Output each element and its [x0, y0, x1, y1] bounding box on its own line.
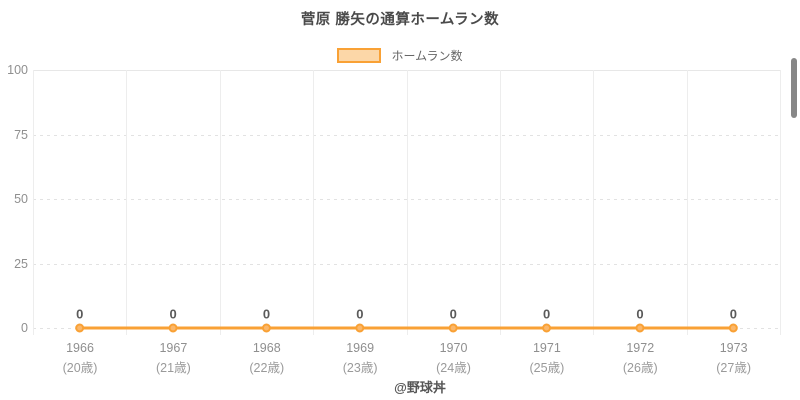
data-point-marker[interactable] — [728, 323, 738, 333]
data-point-marker[interactable] — [448, 323, 458, 333]
x-label-year: 1970 — [439, 341, 468, 355]
x-gridline — [593, 70, 595, 335]
x-axis-tick-label: 1973 (27歳) — [687, 338, 781, 378]
x-label-age: (20歳) — [62, 361, 98, 375]
point-value-label: 0 — [542, 306, 551, 322]
legend-swatch-icon[interactable] — [337, 48, 382, 63]
x-label-year: 1971 — [532, 341, 561, 355]
x-gridline — [780, 70, 781, 335]
x-gridline — [219, 70, 221, 335]
point-value-label: 0 — [76, 306, 84, 322]
x-gridline — [33, 70, 34, 335]
x-label-age: (24歳) — [436, 361, 471, 375]
data-point-marker[interactable] — [542, 323, 552, 333]
y-axis-tick-label: 100 — [7, 63, 28, 77]
data-point-marker[interactable] — [75, 323, 85, 333]
x-axis-tick-label: 1972 (26歳) — [593, 338, 687, 378]
x-label-year: 1966 — [66, 341, 94, 355]
x-label-year: 1969 — [346, 341, 375, 355]
x-label-age: (23歳) — [342, 361, 378, 375]
data-point-marker[interactable] — [355, 323, 365, 333]
x-gridline — [313, 70, 315, 335]
x-label-age: (27歳) — [716, 361, 751, 375]
legend-label[interactable]: ホームラン数 — [391, 49, 463, 63]
data-point-marker[interactable] — [261, 323, 271, 333]
legend: ホームラン数 — [0, 47, 800, 64]
x-label-year: 1968 — [252, 341, 281, 355]
x-axis-tick-label: 1971 (25歳) — [500, 338, 594, 378]
x-axis-tick-label: 1967 (21歳) — [126, 338, 220, 378]
x-label-age: (22歳) — [249, 361, 285, 375]
x-gridline — [126, 70, 128, 335]
chart-title: 菅原 勝矢の通算ホームラン数 — [300, 12, 500, 28]
point-value-label: 0 — [356, 306, 364, 322]
data-point-marker[interactable] — [168, 323, 178, 333]
x-axis-tick-label: 1968 (22歳) — [220, 338, 314, 378]
x-label-year: 1972 — [626, 341, 655, 355]
x-label-age: (26歳) — [622, 361, 658, 375]
x-gridline — [406, 70, 408, 335]
chart-footer: @野球丼 — [394, 380, 446, 395]
line-series — [75, 323, 738, 333]
y-axis-tick-label: 0 — [21, 321, 28, 335]
x-label-year: 1973 — [719, 341, 748, 355]
point-value-label: 0 — [636, 306, 644, 322]
y-axis-tick-label: 50 — [14, 192, 28, 206]
x-label-age: (25歳) — [529, 361, 565, 375]
point-value-label: 0 — [169, 306, 177, 322]
point-value-label: 0 — [729, 306, 737, 322]
scrollbar-thumb[interactable] — [791, 58, 797, 118]
y-axis-tick-label: 25 — [14, 256, 28, 271]
data-point-marker[interactable] — [635, 323, 645, 333]
x-label-age: (21歳) — [156, 361, 191, 375]
x-axis-tick-label: 1970 (24歳) — [407, 338, 501, 378]
x-gridline — [686, 70, 688, 335]
x-axis-tick-label: 1969 (23歳) — [313, 338, 407, 378]
point-value-label: 0 — [262, 306, 271, 322]
x-axis-tick-label: 1966 (20歳) — [33, 338, 127, 378]
point-value-label: 0 — [449, 306, 457, 322]
plot-area — [33, 70, 781, 335]
x-gridline — [499, 70, 501, 335]
y-axis-tick-label: 75 — [14, 127, 28, 142]
x-label-year: 1967 — [159, 341, 188, 355]
